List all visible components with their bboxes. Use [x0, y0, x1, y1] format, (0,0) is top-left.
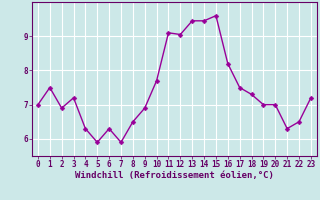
X-axis label: Windchill (Refroidissement éolien,°C): Windchill (Refroidissement éolien,°C)	[75, 171, 274, 180]
